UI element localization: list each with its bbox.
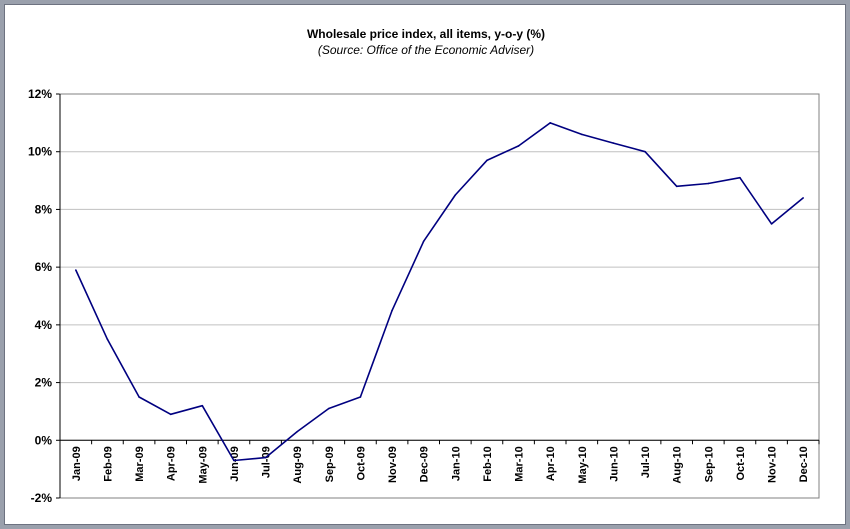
- data-point: [391, 309, 393, 312]
- data-point: [581, 133, 583, 136]
- data-point: [201, 404, 204, 407]
- x-tick-label: Aug-10: [672, 446, 684, 483]
- x-tick-label: May-09: [197, 446, 209, 483]
- data-point: [106, 338, 109, 341]
- x-tick-label: Feb-10: [482, 446, 494, 481]
- x-tick-label: Jan-09: [71, 446, 83, 481]
- x-tick-label: May-10: [577, 446, 589, 483]
- data-point: [328, 407, 330, 410]
- data-point: [233, 459, 235, 462]
- y-tick-label: 12%: [28, 87, 52, 101]
- x-tick-label: Oct-10: [735, 446, 747, 480]
- series-line: [75, 122, 804, 462]
- x-tick-label: Nov-10: [767, 446, 779, 483]
- x-tick-label: Nov-09: [387, 446, 399, 483]
- x-tick-label: Apr-09: [166, 446, 178, 481]
- chart-frame: Wholesale price index, all items, y-o-y …: [4, 4, 846, 525]
- x-tick-label: Jul-10: [640, 446, 652, 478]
- y-tick-label: 6%: [35, 260, 53, 274]
- data-point: [138, 396, 140, 398]
- data-point: [675, 185, 678, 188]
- x-tick-label: Mar-10: [514, 446, 526, 481]
- y-tick-label: 2%: [35, 376, 53, 390]
- x-tick-label: Apr-10: [545, 446, 557, 481]
- x-tick-label: Jun-10: [608, 446, 620, 481]
- chart-subtitle: (Source: Office of the Economic Adviser): [317, 43, 535, 57]
- x-tick-label: Mar-09: [134, 446, 146, 481]
- x-tick-label: Sep-09: [324, 446, 336, 482]
- x-tick-label: Sep-10: [703, 446, 715, 482]
- x-tick-label: Oct-09: [355, 446, 367, 480]
- data-point: [486, 159, 488, 162]
- data-point: [517, 145, 520, 147]
- x-tick-label: Jul-09: [261, 446, 273, 478]
- x-tick-label: Feb-09: [102, 446, 114, 481]
- x-tick-label: Dec-09: [419, 446, 431, 482]
- y-tick-label: 4%: [35, 318, 53, 332]
- y-tick-label: 10%: [28, 145, 52, 159]
- data-point: [612, 142, 615, 144]
- x-tick-label: Aug-09: [292, 446, 304, 483]
- y-tick-label: -2%: [31, 491, 53, 505]
- line-chart: -2% 0% 2% 4% 6% 8% 10% 12% Jan-09 Feb-09 Mar-09 Apr…: [28, 87, 820, 505]
- data-point: [802, 197, 804, 199]
- plot-border: [59, 93, 820, 499]
- data-point: [422, 240, 425, 242]
- x-tick-label: Jun-09: [229, 446, 241, 481]
- data-point: [770, 223, 773, 225]
- data-point: [454, 194, 457, 196]
- x-tick-label: Jan-10: [450, 446, 462, 481]
- data-point: [707, 182, 710, 185]
- y-tick-label: 0%: [35, 433, 53, 447]
- chart-title: Wholesale price index, all items, y-o-y …: [306, 27, 546, 41]
- data-point: [264, 456, 267, 459]
- data-point: [644, 150, 646, 153]
- data-point: [359, 396, 362, 398]
- data-point: [296, 430, 298, 433]
- y-tick-label: 8%: [35, 202, 53, 216]
- data-point: [169, 413, 172, 416]
- data-point: [739, 176, 741, 179]
- data-point: [75, 269, 77, 271]
- x-tick-label: Dec-10: [798, 446, 810, 482]
- data-point: [549, 122, 551, 124]
